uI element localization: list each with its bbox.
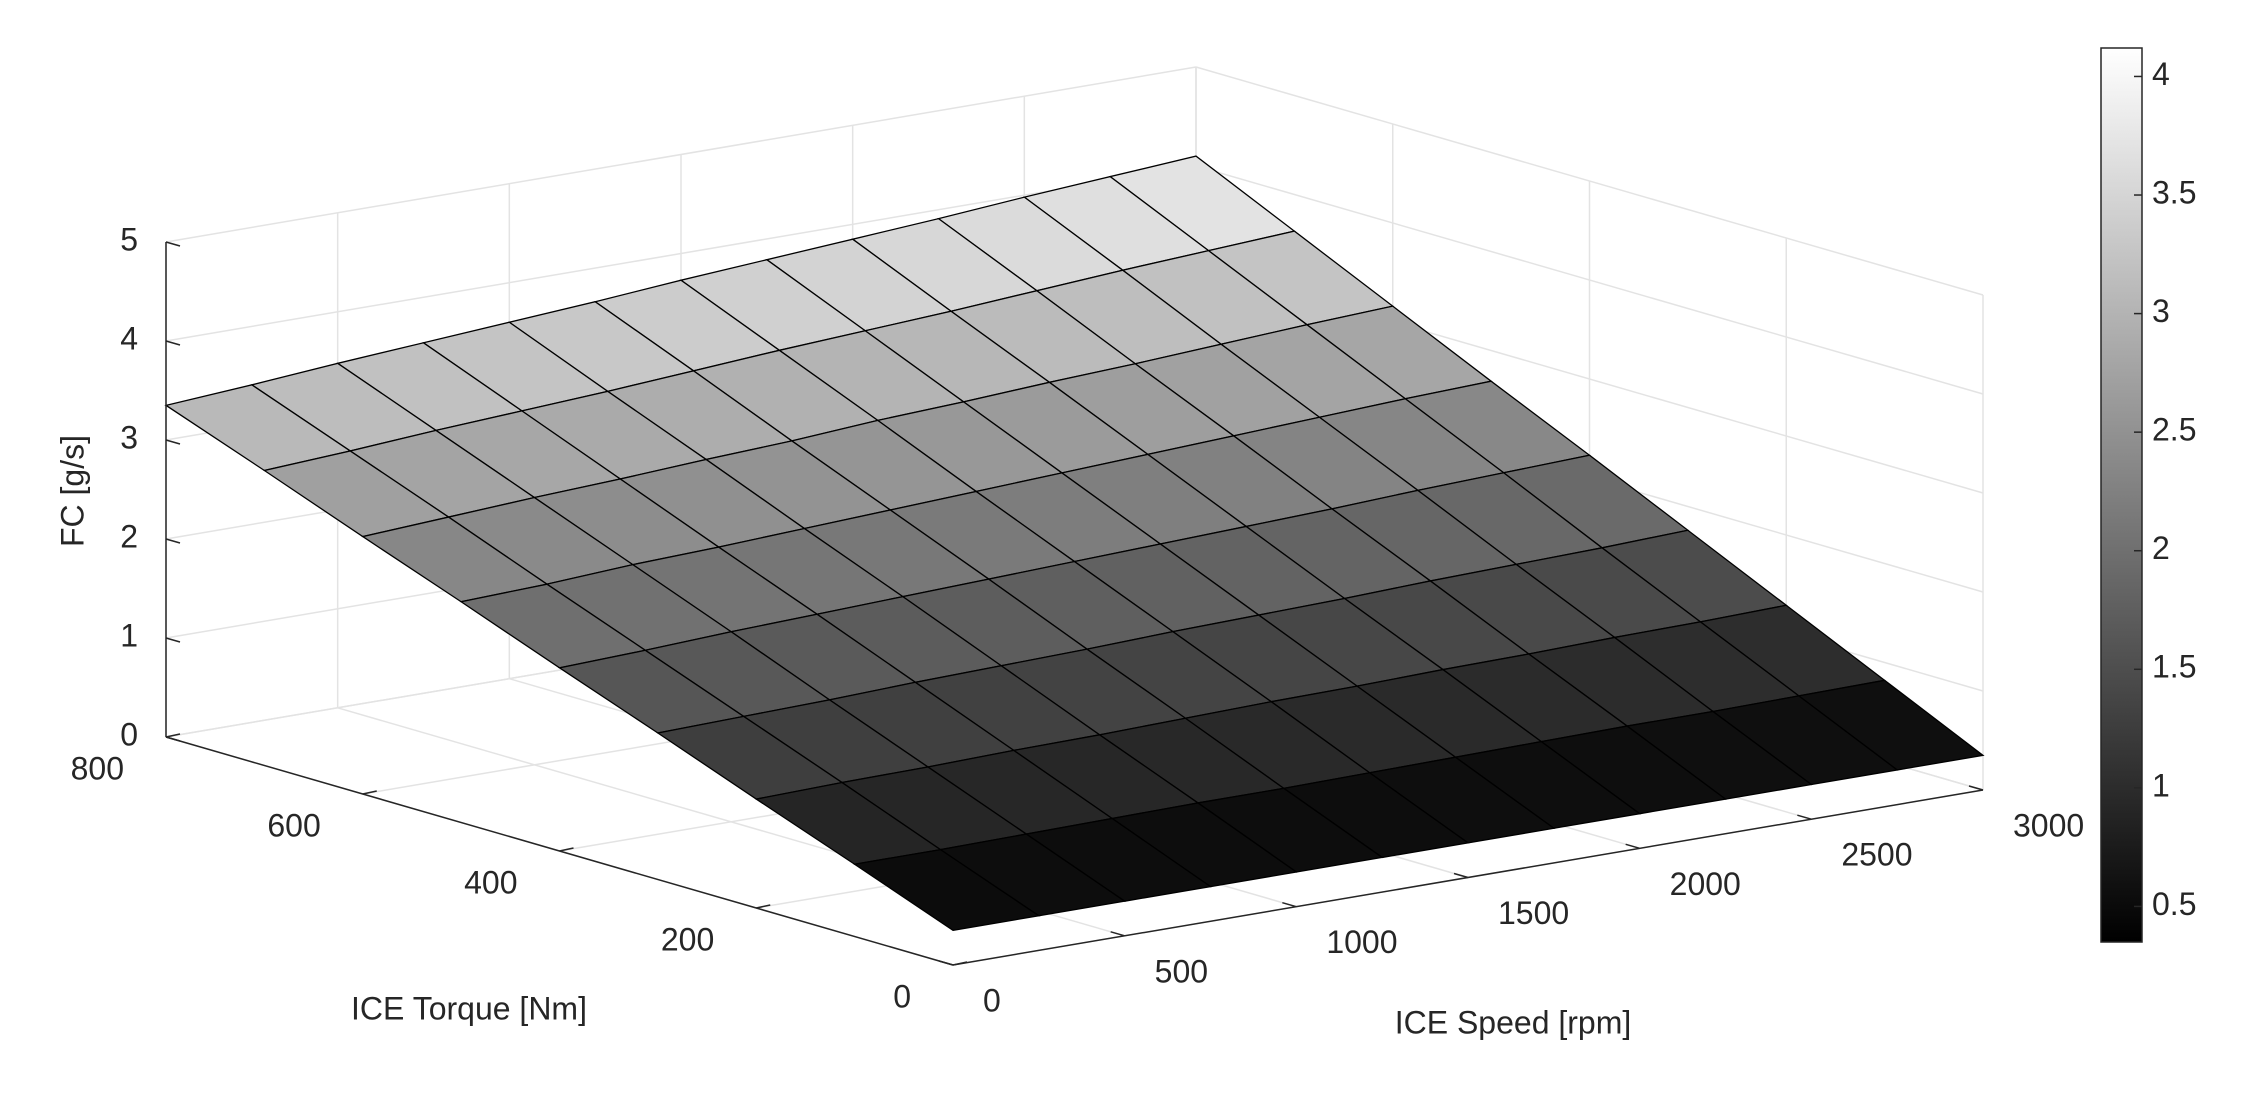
x-tick-label: 3000 <box>2013 807 2084 843</box>
y-tick-label: 600 <box>267 807 320 843</box>
x-tick-label: 2000 <box>1670 866 1741 902</box>
x-tick-label: 0 <box>983 982 1001 1018</box>
x-tick-label: 1500 <box>1498 895 1569 931</box>
z-tick-label: 1 <box>120 617 138 653</box>
y-tick <box>559 847 574 852</box>
colorbar <box>2100 47 2143 943</box>
x-tick <box>1797 814 1812 820</box>
z-tick-label: 5 <box>120 221 138 257</box>
z-tick-label: 0 <box>120 716 138 752</box>
x-tick <box>1453 872 1469 879</box>
x-tick <box>1110 931 1125 937</box>
y-tick <box>165 733 181 738</box>
z-tick-label: 4 <box>120 320 138 356</box>
x-tick <box>938 960 954 966</box>
z-tick <box>165 538 181 544</box>
y-tick-label: 200 <box>661 921 714 957</box>
colorbar-tick-label: 1 <box>2152 767 2170 803</box>
y-tick-label: 400 <box>464 864 517 900</box>
z-tick <box>165 637 181 643</box>
surface-patch <box>852 848 1041 932</box>
colorbar-tick-label: 1.5 <box>2152 649 2196 685</box>
colorbar-tick-label: 3.5 <box>2152 174 2196 210</box>
z-tick <box>165 439 181 445</box>
grid-line <box>1195 165 1984 395</box>
z-tick-label: 3 <box>120 419 138 455</box>
surface <box>164 155 1985 932</box>
y-tick <box>756 904 771 909</box>
x-axis-label: ICE Speed [rpm] <box>1395 1004 1632 1040</box>
z-tick <box>165 340 181 346</box>
y-tick-label: 0 <box>893 978 911 1014</box>
z-tick <box>165 241 181 247</box>
colorbar-tick-label: 2.5 <box>2152 412 2196 448</box>
colorbar-tick-label: 0.5 <box>2152 886 2196 922</box>
x-tick-label: 500 <box>1155 953 1208 989</box>
colorbar-tick-label: 3 <box>2152 293 2170 329</box>
colorbar-tick-label: 4 <box>2152 56 2170 92</box>
x-tick <box>1968 785 1984 791</box>
x-tick-label: 2500 <box>1841 837 1912 873</box>
x-tick <box>1282 901 1297 908</box>
y-tick <box>952 961 968 966</box>
grid-line <box>165 66 1197 243</box>
grid-line <box>165 165 1197 342</box>
axes: 0123450200400600800050010001500200025003… <box>71 221 2085 1018</box>
y-tick <box>362 790 377 795</box>
colorbar-tick-label: 2 <box>2152 530 2170 566</box>
y-axis-label: ICE Torque [Nm] <box>351 990 587 1026</box>
z-tick <box>165 736 181 742</box>
z-axis-label: FC [g/s] <box>54 435 90 547</box>
grid-line <box>1195 66 1984 296</box>
y-tick-label: 800 <box>71 750 124 786</box>
x-tick <box>1625 843 1640 850</box>
z-tick-label: 2 <box>120 518 138 554</box>
x-tick-label: 1000 <box>1326 924 1397 960</box>
